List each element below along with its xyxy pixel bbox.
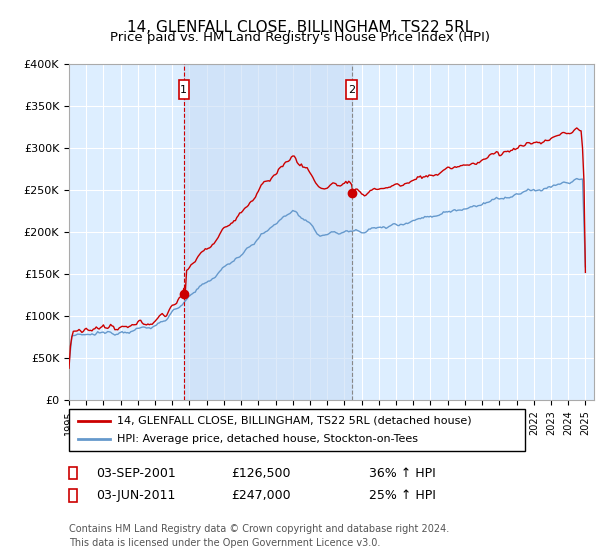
Text: 25% ↑ HPI: 25% ↑ HPI [369, 489, 436, 502]
Text: 03-SEP-2001: 03-SEP-2001 [96, 466, 176, 480]
Text: Contains HM Land Registry data © Crown copyright and database right 2024.: Contains HM Land Registry data © Crown c… [69, 524, 449, 534]
Text: HPI: Average price, detached house, Stockton-on-Tees: HPI: Average price, detached house, Stoc… [117, 434, 418, 444]
Text: 03-JUN-2011: 03-JUN-2011 [96, 489, 175, 502]
Text: 36% ↑ HPI: 36% ↑ HPI [369, 466, 436, 480]
Text: 1: 1 [181, 85, 187, 95]
FancyBboxPatch shape [69, 409, 525, 451]
Text: £247,000: £247,000 [231, 489, 290, 502]
Text: 2: 2 [348, 85, 355, 95]
Text: 2: 2 [70, 491, 77, 501]
Text: 1: 1 [70, 468, 76, 478]
Text: 14, GLENFALL CLOSE, BILLINGHAM, TS22 5RL (detached house): 14, GLENFALL CLOSE, BILLINGHAM, TS22 5RL… [117, 416, 472, 426]
FancyBboxPatch shape [179, 81, 189, 99]
Text: 14, GLENFALL CLOSE, BILLINGHAM, TS22 5RL: 14, GLENFALL CLOSE, BILLINGHAM, TS22 5RL [127, 20, 473, 35]
Bar [184, 64, 352, 400]
Text: £126,500: £126,500 [231, 466, 290, 480]
Text: This data is licensed under the Open Government Licence v3.0.: This data is licensed under the Open Gov… [69, 538, 380, 548]
Text: Price paid vs. HM Land Registry's House Price Index (HPI): Price paid vs. HM Land Registry's House … [110, 31, 490, 44]
FancyBboxPatch shape [346, 81, 357, 99]
